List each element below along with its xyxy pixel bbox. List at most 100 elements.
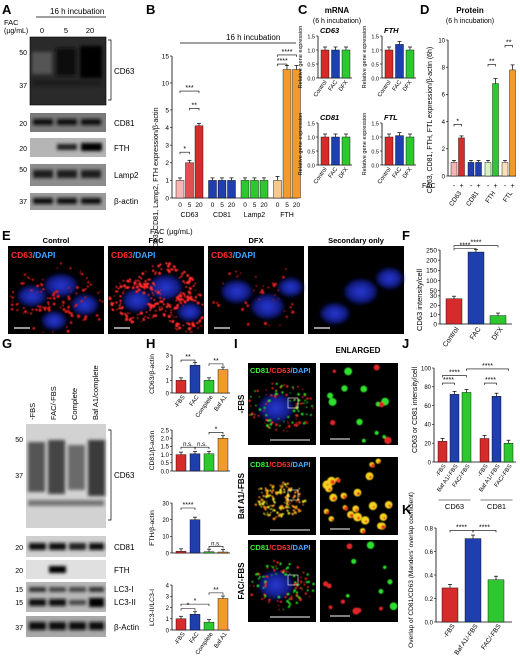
punctum: [289, 487, 292, 490]
bar-fth: [273, 180, 282, 199]
nucleus: [259, 571, 293, 600]
punctum: [257, 414, 260, 417]
puncta-layer: [249, 559, 315, 611]
cd63-punctum: [268, 324, 270, 326]
cd63-punctum: [142, 285, 145, 288]
panel-e: E Control CD63/DAPI FAC CD63/DAPI DFX CD63/DA…: [2, 228, 404, 334]
cd63-punctum: [135, 290, 139, 293]
dose-label: 5: [285, 202, 289, 209]
punctum: [285, 485, 288, 488]
cd63-punctum: [122, 279, 125, 282]
punctum: [287, 592, 290, 596]
cd63-punctum: [183, 270, 186, 274]
significance-bracket: [208, 546, 224, 549]
category-label: FAC: [469, 326, 483, 341]
enlarged-punctum: [378, 401, 385, 408]
punctum: [295, 591, 299, 594]
cd63-punctum: [176, 303, 179, 307]
punctum: [299, 402, 302, 405]
bar-cd63: [194, 125, 204, 199]
bar-cd81: [208, 180, 217, 199]
significance-bracket: [442, 375, 467, 378]
cd63-punctum: [178, 326, 182, 330]
cd63-punctum: [291, 303, 294, 306]
punctum: [301, 588, 304, 591]
punctum: [266, 513, 269, 515]
significance-bracket: [208, 363, 224, 366]
punctum: [264, 583, 267, 586]
panel-c-subchart: 0.0 0.5 1.0 1.5 CD81 Relative gene expression…: [298, 113, 352, 185]
panel-i-images: CD81/CD63/DAPI -FBS CD81/CD63/DAPI Baf A1/-…: [237, 363, 398, 622]
punctum: [274, 393, 277, 396]
punctum: [297, 510, 300, 513]
cd63-punctum: [42, 287, 45, 291]
cd63-punctum: [272, 283, 276, 288]
punctum: [257, 577, 260, 580]
punctum: [276, 567, 279, 570]
cd63-punctum: [76, 314, 79, 317]
cd63-punctum: [150, 288, 154, 291]
cd63-punctum: [118, 306, 121, 310]
cd63-punctum: [186, 281, 190, 285]
condition-label: Control: [377, 167, 393, 186]
cd63-punctum: [212, 301, 215, 304]
cd63-punctum: [56, 294, 60, 298]
enlarged-punctum: [326, 583, 332, 589]
enlarged-punctum: [331, 518, 334, 522]
enlarged-punctum: [361, 529, 366, 534]
cd63-punctum: [176, 269, 178, 272]
punctum: [300, 580, 303, 583]
panel-e-letter: E: [2, 228, 11, 243]
punctum: [282, 481, 285, 484]
punctum: [306, 589, 309, 592]
y-tick-label: 0: [165, 195, 169, 202]
lane-label: Complete: [70, 388, 79, 420]
condition-label: FAC: [328, 167, 339, 180]
significance-label: *: [215, 426, 218, 433]
blot-g-lc3: [26, 582, 106, 612]
punctum: [300, 582, 302, 584]
cd63-punctum: [67, 286, 70, 289]
punctum: [256, 389, 259, 393]
row-label: -FBS: [237, 394, 246, 413]
panel-h-ylabel: LC3-II/LC3-I: [149, 589, 156, 626]
enlarged-punctum: [353, 512, 362, 522]
cd63-punctum: [154, 314, 158, 318]
bar-cd63: [458, 137, 465, 177]
cd63-punctum: [89, 283, 92, 286]
punctum: [270, 511, 272, 514]
cd63-punctum: [144, 315, 146, 318]
enlarged-punctum: [356, 491, 361, 496]
condition-label: DFX: [338, 80, 350, 93]
cd63-punctum: [75, 303, 78, 307]
punctum: [272, 566, 275, 569]
significance-label: **: [185, 354, 191, 361]
y-tick-label: 0.2: [425, 597, 434, 603]
cd63-punctum: [136, 283, 138, 285]
significance-label: ****: [485, 377, 496, 384]
bar-control: [384, 49, 394, 79]
cd63-punctum: [37, 291, 39, 293]
cd63-punctum: [55, 290, 59, 294]
punctum: [263, 505, 266, 509]
punctum: [273, 504, 275, 507]
punctum: [276, 561, 279, 564]
enlarged-punctum: [382, 434, 386, 439]
cd63-punctum: [180, 302, 183, 305]
enlarged-punctum: [370, 463, 375, 468]
cd63-punctum: [136, 314, 139, 316]
bar-complete: [203, 380, 215, 394]
punctum: [279, 488, 282, 491]
punctum: [266, 564, 269, 568]
enlarged-punctum: [322, 581, 329, 587]
significance-label: ****: [449, 370, 460, 377]
punctum: [263, 501, 266, 504]
punctum: [288, 494, 291, 497]
y-tick-label: 10: [162, 80, 170, 87]
cd63-punctum: [158, 291, 161, 294]
cd63-punctum: [234, 270, 237, 273]
mw-marker: 20: [19, 121, 27, 128]
micrograph-row: CD81/CD63/DAPI FAC/-FBS: [237, 540, 398, 622]
cd63-punctum: [40, 282, 42, 285]
cd63-punctum: [128, 278, 132, 281]
